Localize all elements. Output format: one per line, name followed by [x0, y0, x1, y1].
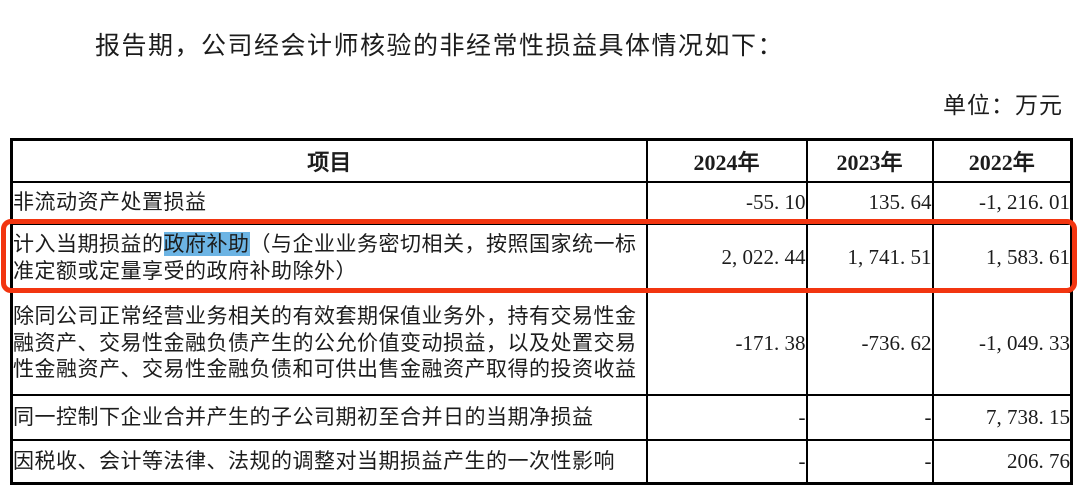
column-header-item: 项目 — [10, 138, 648, 183]
unit-label: 单位：万元 — [943, 93, 1063, 118]
value-2022-cell: 1, 583. 61 — [931, 222, 1073, 293]
column-header-2023: 2023年 — [805, 138, 934, 183]
table-row: 同一控制下企业合并产生的子公司期初至合并日的当期净损益 - - 7, 738. … — [10, 393, 1073, 441]
value-2024-cell: -171. 38 — [645, 290, 808, 396]
non-recurring-items-table: 项目 2024年 2023年 2022年 非流动资产处置损益 -55. 10 1… — [10, 138, 1073, 485]
table-row: 因税收、会计等法律、法规的调整对当期损益产生的一次性影响 - - 206. 76 — [10, 438, 1073, 485]
item-text-suffix: （与企业业务密切相关，按照国家统一标准定额或定量享受的政府补助除外） — [13, 231, 637, 283]
column-header-2024: 2024年 — [645, 138, 808, 183]
value-2023-cell: - — [805, 393, 934, 441]
table-row: 非流动资产处置损益 -55. 10 135. 64 -1, 216. 01 — [10, 180, 1073, 225]
value-2022-cell: -1, 049. 33 — [931, 290, 1073, 396]
value-2022-cell: 7, 738. 15 — [931, 393, 1073, 441]
column-header-2022: 2022年 — [931, 138, 1073, 183]
value-2022-cell: 206. 76 — [931, 438, 1073, 485]
value-2024-cell: - — [645, 438, 808, 485]
table-row-annotated: 计入当期损益的政府补助（与企业业务密切相关，按照国家统一标准定额或定量享受的政府… — [10, 222, 1073, 293]
item-text-prefix: 计入当期损益的 — [13, 231, 164, 256]
intro-paragraph: 报告期，公司经会计师核验的非经常性损益具体情况如下： — [95, 33, 785, 60]
item-cell: 非流动资产处置损益 — [10, 180, 648, 225]
value-2023-cell: 135. 64 — [805, 180, 934, 225]
value-2023-cell: -736. 62 — [805, 290, 934, 396]
value-2024-cell: -55. 10 — [645, 180, 808, 225]
value-2023-cell: - — [805, 438, 934, 485]
table-header-row: 项目 2024年 2023年 2022年 — [10, 138, 1073, 183]
item-cell: 因税收、会计等法律、法规的调整对当期损益产生的一次性影响 — [10, 438, 648, 485]
highlighted-text-selection: 政府补助 — [163, 231, 250, 256]
table-row: 除同公司正常经营业务相关的有效套期保值业务外，持有交易性金融资产、交易性金融负债… — [10, 290, 1073, 396]
item-cell: 计入当期损益的政府补助（与企业业务密切相关，按照国家统一标准定额或定量享受的政府… — [10, 222, 648, 293]
value-2024-cell: 2, 022. 44 — [645, 222, 808, 293]
value-2023-cell: 1, 741. 51 — [805, 222, 934, 293]
value-2024-cell: - — [645, 393, 808, 441]
item-cell: 除同公司正常经营业务相关的有效套期保值业务外，持有交易性金融资产、交易性金融负债… — [10, 290, 648, 396]
item-cell: 同一控制下企业合并产生的子公司期初至合并日的当期净损益 — [10, 393, 648, 441]
value-2022-cell: -1, 216. 01 — [931, 180, 1073, 225]
